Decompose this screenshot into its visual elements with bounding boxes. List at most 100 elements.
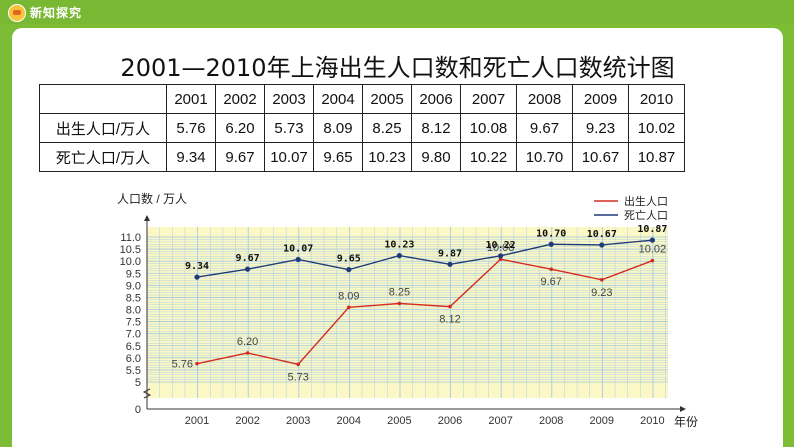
table-cell: 9.67 bbox=[516, 113, 573, 143]
year-header: 2009 bbox=[572, 84, 629, 114]
year-header: 2002 bbox=[215, 84, 265, 114]
series-line-death bbox=[196, 239, 653, 278]
data-point bbox=[549, 267, 553, 271]
table-cell: 6.20 bbox=[215, 113, 265, 143]
data-label: 10.67 bbox=[587, 229, 617, 240]
y-tick-label: 5 bbox=[135, 377, 141, 389]
table-row-death: 死亡人口/万人 9.34 9.67 10.07 9.65 10.23 9.80 … bbox=[39, 142, 685, 172]
table-cell: 9.67 bbox=[215, 142, 265, 172]
data-point bbox=[447, 261, 453, 267]
y-tick-label: 9.5 bbox=[126, 268, 141, 280]
data-point bbox=[599, 242, 605, 248]
data-point bbox=[448, 304, 452, 309]
top-bar: 新知探究 bbox=[0, 0, 794, 24]
data-label: 10.70 bbox=[536, 228, 566, 239]
y-tick-label: 5.5 bbox=[126, 365, 141, 377]
row-label: 死亡人口/万人 bbox=[39, 142, 167, 172]
data-point bbox=[194, 274, 200, 280]
y-tick-label: 8.5 bbox=[126, 292, 141, 304]
y-axis-title: 人口数 / 万人 bbox=[117, 191, 187, 206]
data-label: 10.02 bbox=[639, 244, 667, 256]
data-point bbox=[548, 241, 554, 247]
data-point bbox=[296, 362, 301, 367]
y-tick-label: 11.0 bbox=[120, 232, 141, 244]
table-cell: 10.70 bbox=[516, 142, 573, 172]
plot-background bbox=[147, 227, 668, 398]
table-cell: 10.23 bbox=[362, 142, 412, 172]
y-tick-label: 10.0 bbox=[120, 256, 141, 268]
data-point bbox=[295, 256, 301, 263]
x-tick-label: 2007 bbox=[488, 415, 512, 427]
x-tick-label: 2002 bbox=[235, 415, 259, 427]
table-row-birth: 出生人口/万人 5.76 6.20 5.73 8.09 8.25 8.12 10… bbox=[39, 113, 685, 143]
legend-label: 死亡人口 bbox=[624, 208, 668, 222]
page-title: 2001—2010年上海出生人口数和死亡人口数统计图 bbox=[120, 54, 675, 82]
data-label: 8.09 bbox=[338, 290, 359, 302]
table-cell: 9.80 bbox=[411, 142, 461, 172]
data-label: 10.07 bbox=[283, 243, 313, 254]
data-point bbox=[245, 351, 250, 355]
stats-table: 2001 2002 2003 2004 2005 2006 2007 2008 … bbox=[39, 84, 685, 172]
data-label: 9.34 bbox=[185, 261, 209, 272]
series-line-birth bbox=[196, 258, 653, 366]
x-tick-label: 2003 bbox=[286, 415, 310, 427]
table-cell: 10.22 bbox=[460, 142, 517, 172]
year-header: 2005 bbox=[362, 84, 412, 114]
data-label: 10.23 bbox=[384, 240, 414, 251]
data-label: 10.22 bbox=[486, 240, 516, 251]
table-cell: 5.76 bbox=[166, 113, 216, 143]
data-label: 5.76 bbox=[172, 359, 193, 371]
data-label: 8.12 bbox=[439, 314, 460, 326]
y-axis-arrow-icon bbox=[144, 215, 150, 221]
y-tick-label: 10.5 bbox=[120, 244, 141, 256]
data-label: 9.67 bbox=[236, 253, 260, 264]
axis-break-icon bbox=[142, 388, 152, 399]
y-tick-label: 7.0 bbox=[126, 329, 141, 341]
data-point bbox=[396, 253, 402, 259]
y-tick-label: 7.5 bbox=[126, 317, 141, 329]
table-cell: 10.87 bbox=[628, 142, 685, 172]
data-point bbox=[600, 277, 604, 282]
x-tick-label: 2008 bbox=[539, 415, 563, 427]
y-tick-label: 6.0 bbox=[126, 353, 141, 365]
data-point bbox=[195, 361, 199, 366]
x-tick-label: 2005 bbox=[387, 415, 411, 427]
y-tick-label: 0 bbox=[135, 404, 141, 416]
x-axis-arrow-icon bbox=[680, 406, 686, 412]
x-tick-label: 2006 bbox=[438, 415, 462, 427]
table-cell: 10.07 bbox=[264, 142, 314, 172]
year-header: 2001 bbox=[166, 84, 216, 114]
data-point bbox=[650, 258, 655, 263]
x-tick-label: 2001 bbox=[185, 415, 209, 427]
year-header: 2010 bbox=[628, 84, 685, 114]
year-header: 2003 bbox=[264, 84, 314, 114]
x-tick-label: 2010 bbox=[640, 415, 664, 427]
lesson-logo-icon bbox=[8, 4, 26, 22]
y-tick-label: 8.0 bbox=[126, 305, 141, 317]
table-header-row: 2001 2002 2003 2004 2005 2006 2007 2008 … bbox=[39, 84, 685, 114]
data-label: 9.23 bbox=[591, 287, 612, 299]
data-point bbox=[397, 301, 402, 306]
table-cell: 10.02 bbox=[628, 113, 685, 143]
x-tick-label: 2009 bbox=[590, 415, 614, 427]
y-tick-label: 9.0 bbox=[126, 280, 141, 292]
data-label: 6.20 bbox=[237, 336, 258, 348]
table-cell: 5.73 bbox=[264, 113, 314, 143]
section-title: 新知探究 bbox=[30, 6, 83, 20]
row-label: 出生人口/万人 bbox=[39, 113, 167, 143]
y-tick-label: 6.5 bbox=[126, 341, 141, 353]
data-point bbox=[498, 253, 504, 259]
data-label: 9.65 bbox=[337, 254, 361, 265]
year-header: 2007 bbox=[460, 84, 517, 114]
table-cell: 9.65 bbox=[313, 142, 363, 172]
legend-label: 出生人口 bbox=[624, 194, 668, 208]
data-point bbox=[649, 237, 656, 243]
year-header: 2004 bbox=[313, 84, 363, 114]
data-label: 5.73 bbox=[287, 371, 308, 383]
data-point bbox=[346, 267, 352, 273]
table-cell: 9.23 bbox=[572, 113, 629, 143]
x-axis-title: 年份 bbox=[674, 415, 698, 429]
data-label: 10.08 bbox=[487, 242, 515, 254]
year-header: 2006 bbox=[411, 84, 461, 114]
